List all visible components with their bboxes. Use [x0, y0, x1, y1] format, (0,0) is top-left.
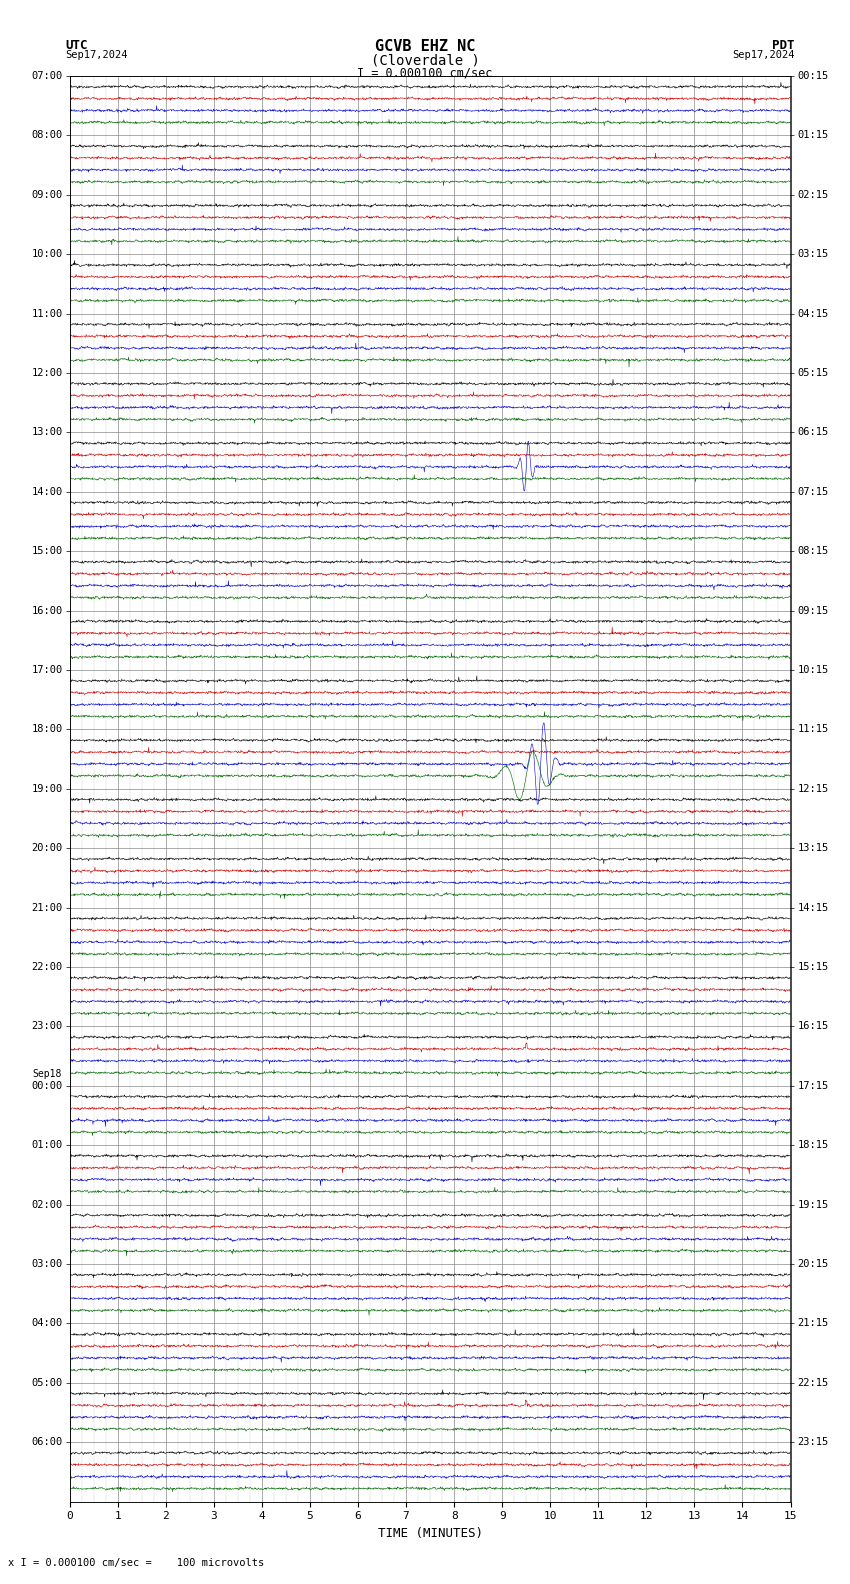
Text: Sep17,2024: Sep17,2024	[732, 49, 795, 60]
Text: x I = 0.000100 cm/sec =    100 microvolts: x I = 0.000100 cm/sec = 100 microvolts	[8, 1559, 264, 1568]
Text: PDT: PDT	[773, 38, 795, 52]
Text: Sep18: Sep18	[32, 1069, 61, 1079]
Text: I = 0.000100 cm/sec: I = 0.000100 cm/sec	[357, 67, 493, 79]
Text: Sep17,2024: Sep17,2024	[65, 49, 128, 60]
Text: (Cloverdale ): (Cloverdale )	[371, 52, 479, 67]
Text: GCVB EHZ NC: GCVB EHZ NC	[375, 38, 475, 54]
Text: UTC: UTC	[65, 38, 88, 52]
X-axis label: TIME (MINUTES): TIME (MINUTES)	[377, 1527, 483, 1540]
